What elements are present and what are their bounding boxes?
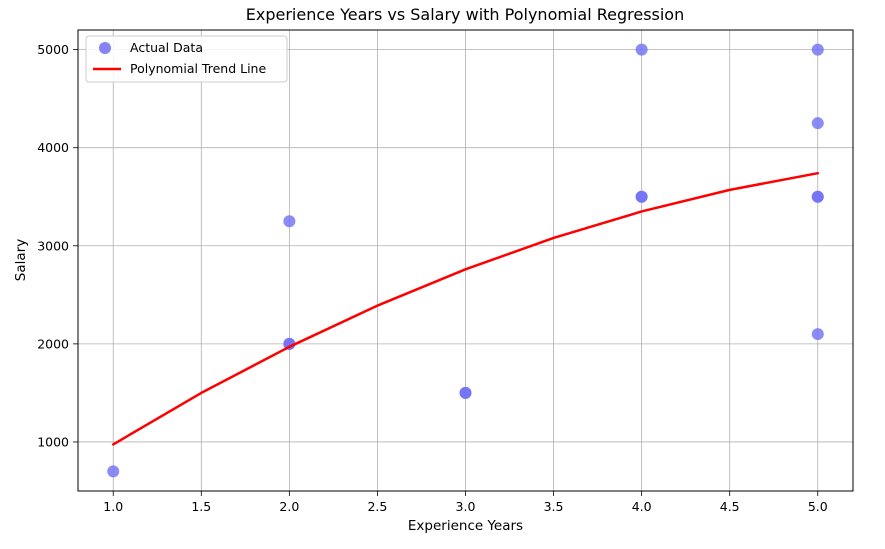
y-tick-label: 4000: [37, 140, 69, 155]
x-tick-label: 3.0: [456, 499, 476, 514]
data-point: [635, 190, 648, 203]
x-tick-label: 1.5: [191, 499, 211, 514]
scatter-series: [107, 43, 824, 478]
data-point: [459, 386, 472, 399]
y-tick-label: 2000: [37, 336, 69, 351]
chart-title: Experience Years vs Salary with Polynomi…: [246, 5, 684, 24]
x-tick-label: 2.5: [367, 499, 387, 514]
x-tick-label: 3.5: [544, 499, 564, 514]
legend-label-actual-data: Actual Data: [130, 40, 203, 55]
y-axis: 1000 2000 3000 4000 5000: [37, 42, 78, 449]
x-tick-label: 1.0: [103, 499, 123, 514]
x-tick-label: 5.0: [808, 499, 828, 514]
data-point: [811, 328, 824, 341]
data-point: [811, 190, 824, 203]
y-tick-label: 3000: [37, 238, 69, 253]
legend-box: [85, 35, 288, 83]
trend-line: [111, 171, 820, 446]
data-point: [283, 215, 296, 228]
data-point: [811, 117, 824, 130]
data-point: [107, 465, 120, 478]
data-point: [811, 43, 824, 56]
x-axis-label: Experience Years: [408, 518, 523, 534]
data-point: [283, 337, 296, 350]
x-tick-label: 4.5: [720, 499, 740, 514]
grid: [78, 30, 853, 491]
y-axis-label: Salary: [13, 239, 29, 281]
legend: Actual Data Polynomial Trend Line: [85, 35, 288, 83]
trend-line-series: [111, 171, 820, 446]
y-tick-label: 1000: [37, 434, 69, 449]
x-tick-label: 2.0: [279, 499, 299, 514]
x-axis: 1.0 1.5 2.0 2.5 3.0 3.5 4.0 4.5 5.0: [103, 491, 828, 514]
legend-label-trend-line: Polynomial Trend Line: [130, 61, 266, 76]
data-point: [635, 43, 648, 56]
y-tick-label: 5000: [37, 42, 69, 57]
legend-marker-actual-data: [99, 42, 111, 54]
x-tick-label: 4.0: [632, 499, 652, 514]
